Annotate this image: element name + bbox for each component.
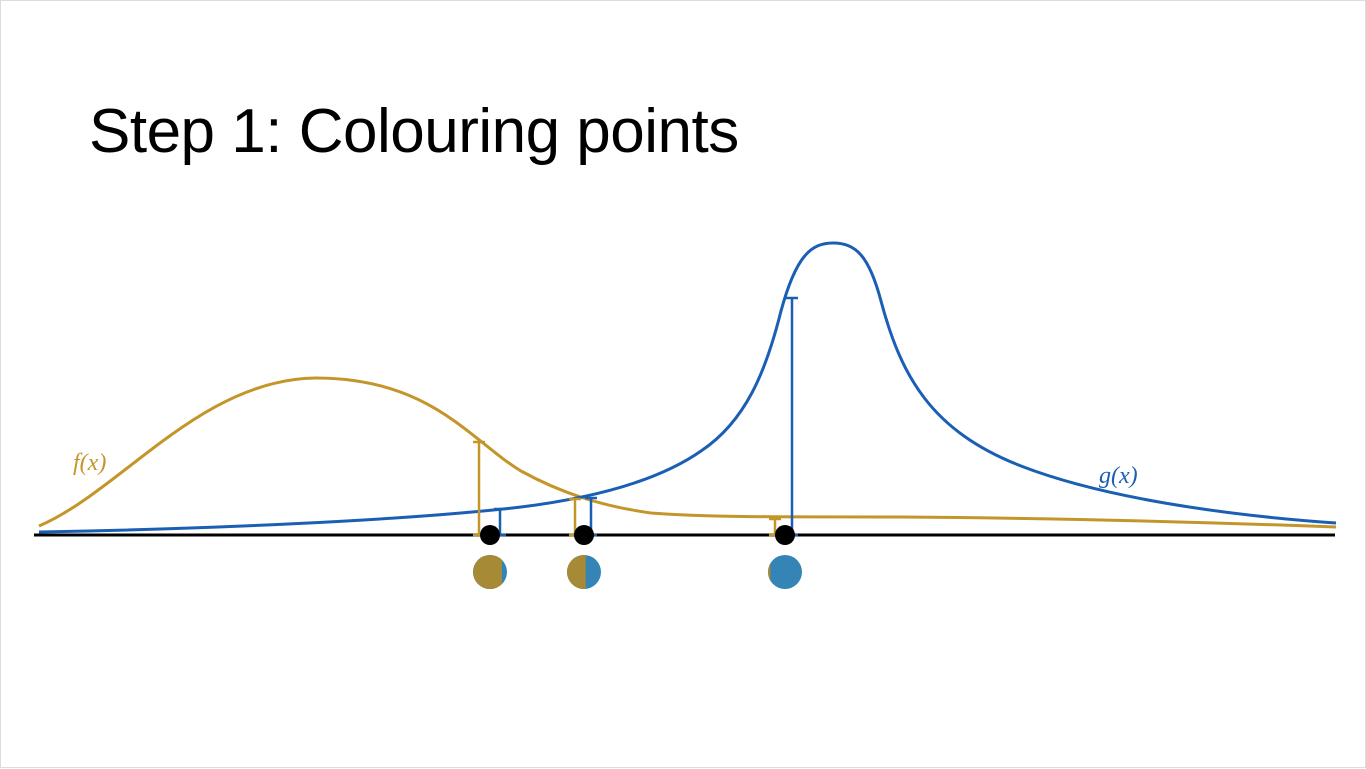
sample-point-2 (574, 525, 594, 545)
sample-point-1 (480, 525, 500, 545)
colored-point-2 (567, 555, 601, 589)
colored-point-3 (768, 555, 802, 589)
g-height-marker-3 (786, 296, 798, 537)
slide-title: Step 1: Colouring points (89, 97, 739, 166)
colored-point-1 (473, 555, 507, 589)
g-curve-label: g(x) (1099, 463, 1138, 489)
f-curve (38, 376, 1337, 529)
sample-point-3 (775, 525, 795, 545)
f-curve-label: f(x) (73, 450, 106, 476)
f-height-marker-1 (473, 440, 485, 537)
g-curve (38, 241, 1337, 534)
